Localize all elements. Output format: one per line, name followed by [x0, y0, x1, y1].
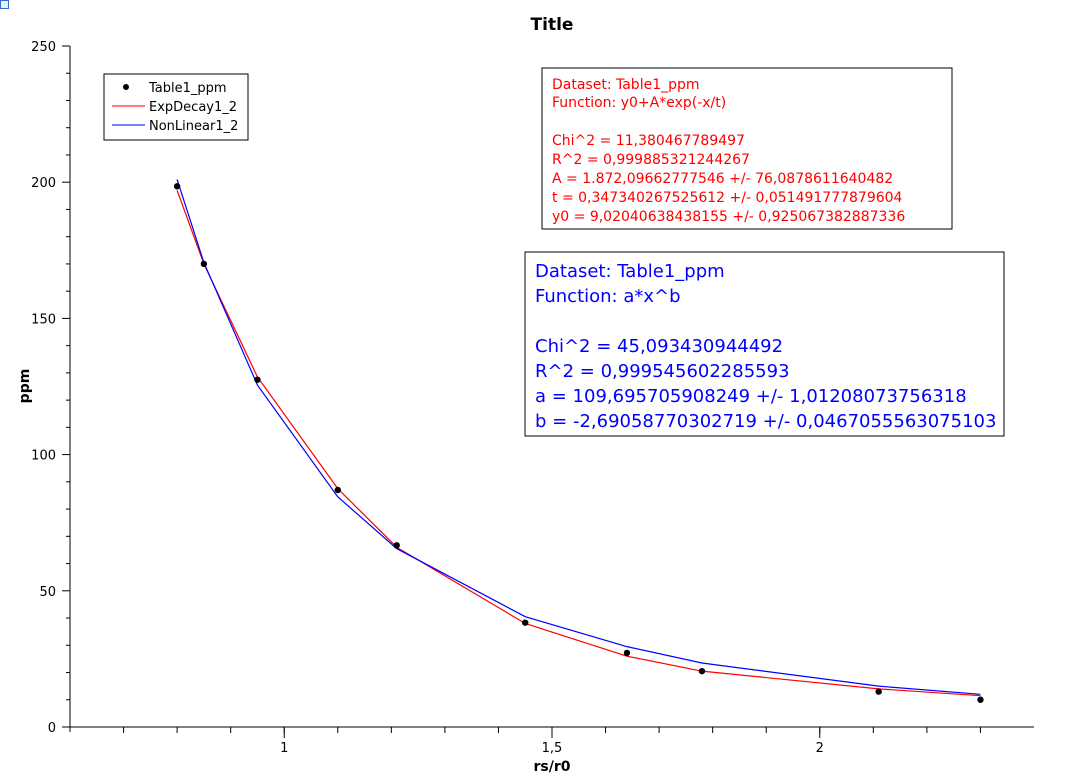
fit1-line-7: y0 = 9,02040638438155 +/- 0,925067382887… — [552, 209, 905, 225]
y-tick-label: 0 — [48, 721, 56, 736]
fit1-line-5: A = 1.872,09662777546 +/- 76,08786116404… — [552, 171, 893, 187]
data-point — [254, 376, 261, 383]
fit-box-expdecay — [541, 67, 953, 230]
plot-area — [173, 179, 984, 703]
legend-label-nonlinear: NonLinear1_2 — [149, 119, 238, 134]
data-point — [623, 649, 631, 657]
y-tick-label: 50 — [39, 585, 56, 600]
fit2-line-4: R^2 = 0,999545602285593 — [535, 361, 790, 382]
fit-results-expdecay: Dataset: Table1_ppm Function: y0+A*exp(-… — [541, 67, 953, 230]
data-point — [334, 486, 341, 494]
ticks: 1 1,5 2 0 50 100 150 200 250 — [31, 40, 981, 756]
series-line-expdecay1_2 — [176, 190, 981, 697]
data-point — [173, 183, 181, 190]
fit1-line-6: t = 0,347340267525612 +/- 0,051491777879… — [552, 190, 903, 206]
fit1-line-3: Chi^2 = 11,380467789497 — [552, 133, 745, 149]
legend-label-table1: Table1_ppm — [148, 81, 227, 96]
fit2-line-3: Chi^2 = 45,093430944492 — [535, 336, 783, 357]
y-tick-label: 250 — [31, 40, 56, 55]
fit-box-nonlinear — [524, 251, 1005, 437]
fit1-line-0: Dataset: Table1_ppm — [552, 77, 700, 93]
series-line-nonlinear1_2 — [176, 179, 981, 695]
window-corner-icon[interactable] — [0, 0, 9, 9]
data-point — [698, 667, 706, 675]
fit2-line-0: Dataset: Table1_ppm — [535, 261, 725, 282]
x-tick-label: 1,5 — [542, 741, 563, 756]
data-point — [875, 688, 882, 695]
fit2-line-6: b = -2,69058770302719 +/- 0,046705556307… — [535, 411, 996, 432]
y-tick-label: 200 — [31, 176, 56, 191]
fit2-line-1: Function: a*x^b — [535, 286, 681, 307]
fit1-line-1: Function: y0+A*exp(-x/t) — [552, 95, 726, 111]
x-tick-label: 1 — [280, 741, 288, 756]
data-point — [393, 542, 400, 549]
legend-marker-table1 — [123, 84, 129, 90]
data-point — [200, 260, 208, 268]
fit1-line-4: R^2 = 0,999885321244267 — [552, 152, 750, 168]
legend: Table1_ppm ExpDecay1_2 NonLinear1_2 — [103, 73, 249, 141]
data-point — [522, 619, 529, 626]
y-tick-label: 100 — [31, 449, 56, 464]
chart-title: Title — [531, 15, 574, 35]
fit-results-nonlinear: Dataset: Table1_ppm Function: a*x^b Chi^… — [524, 251, 1005, 437]
y-axis-label: ppm — [17, 369, 33, 404]
x-tick-label: 2 — [816, 741, 824, 756]
fit2-line-5: a = 109,695705908249 +/- 1,0120807375631… — [535, 386, 967, 407]
y-tick-label: 150 — [31, 312, 56, 327]
legend-label-expdecay: ExpDecay1_2 — [149, 100, 237, 115]
data-point — [977, 696, 984, 703]
x-axis-label: rs/r0 — [534, 759, 571, 775]
